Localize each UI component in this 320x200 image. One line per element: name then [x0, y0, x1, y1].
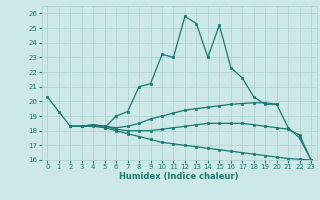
X-axis label: Humidex (Indice chaleur): Humidex (Indice chaleur)	[119, 172, 239, 181]
